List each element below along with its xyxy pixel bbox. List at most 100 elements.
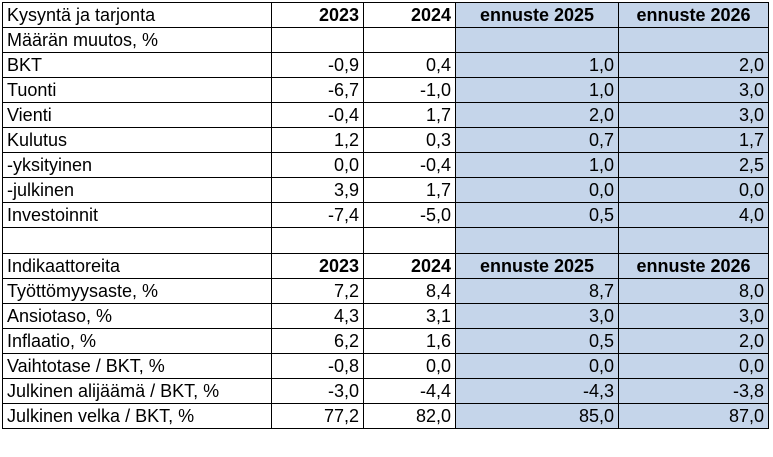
section-title: Kysyntä ja tarjonta <box>2 2 272 28</box>
value-cell: 3,0 <box>618 77 769 103</box>
table-row: BKT -0,9 0,4 1,0 2,0 <box>2 52 769 78</box>
row-label: -julkinen <box>2 177 272 203</box>
empty-cell <box>363 227 456 254</box>
empty-cell <box>618 227 769 254</box>
empty-cell <box>618 27 769 53</box>
value-cell: 3,9 <box>271 177 364 203</box>
table-row: Julkinen velka / BKT, % 77,2 82,0 85,0 87,0 <box>2 403 769 429</box>
value-cell: 2,5 <box>618 152 769 178</box>
column-header: ennuste 2025 <box>455 253 619 279</box>
empty-cell <box>363 27 456 53</box>
value-cell: -0,4 <box>271 102 364 128</box>
value-cell: 0,0 <box>455 353 619 379</box>
row-label: BKT <box>2 52 272 78</box>
column-header: 2024 <box>363 253 456 279</box>
empty-cell <box>455 27 619 53</box>
value-cell: 0,3 <box>363 127 456 153</box>
column-header: 2023 <box>271 253 364 279</box>
row-label: Tuonti <box>2 77 272 103</box>
table-row: Inflaatio, % 6,2 1,6 0,5 2,0 <box>2 328 769 354</box>
value-cell: 1,2 <box>271 127 364 153</box>
section-header-row: Kysyntä ja tarjonta 2023 2024 ennuste 2025 e… <box>2 2 769 28</box>
row-label: Vienti <box>2 102 272 128</box>
row-label: Työttömyysaste, % <box>2 278 272 304</box>
value-cell: -3,0 <box>271 378 364 404</box>
value-cell: 2,0 <box>618 328 769 354</box>
column-header: ennuste 2025 <box>455 2 619 28</box>
value-cell: 0,0 <box>363 353 456 379</box>
column-header: 2024 <box>363 2 456 28</box>
empty-cell <box>271 27 364 53</box>
value-cell: 0,7 <box>455 127 619 153</box>
table-row: Vienti -0,4 1,7 2,0 3,0 <box>2 102 769 128</box>
subheader-row: Määrän muutos, % <box>2 27 769 53</box>
value-cell: 3,0 <box>455 303 619 329</box>
value-cell: 6,2 <box>271 328 364 354</box>
row-label: Inflaatio, % <box>2 328 272 354</box>
value-cell: 7,2 <box>271 278 364 304</box>
value-cell: 85,0 <box>455 403 619 429</box>
value-cell: 8,4 <box>363 278 456 304</box>
value-cell: -4,4 <box>363 378 456 404</box>
value-cell: 8,7 <box>455 278 619 304</box>
section-header-row: Indikaattoreita 2023 2024 ennuste 2025 ennus… <box>2 253 769 279</box>
section-title: Indikaattoreita <box>2 253 272 279</box>
value-cell: 0,4 <box>363 52 456 78</box>
table-row: Vaihtotase / BKT, % -0,8 0,0 0,0 0,0 <box>2 353 769 379</box>
value-cell: 77,2 <box>271 403 364 429</box>
value-cell: 1,0 <box>455 77 619 103</box>
value-cell: -0,4 <box>363 152 456 178</box>
value-cell: -3,8 <box>618 378 769 404</box>
table-row: -julkinen 3,9 1,7 0,0 0,0 <box>2 177 769 203</box>
subheader-label: Määrän muutos, % <box>2 27 272 53</box>
value-cell: 2,0 <box>618 52 769 78</box>
spacer-row <box>2 227 769 254</box>
value-cell: 3,0 <box>618 102 769 128</box>
table-row: Investoinnit -7,4 -5,0 0,5 4,0 <box>2 202 769 228</box>
value-cell: 0,5 <box>455 328 619 354</box>
value-cell: 1,7 <box>363 102 456 128</box>
value-cell: 1,0 <box>455 52 619 78</box>
value-cell: 1,7 <box>363 177 456 203</box>
value-cell: 4,0 <box>618 202 769 228</box>
column-header: ennuste 2026 <box>618 2 769 28</box>
empty-cell <box>2 227 272 254</box>
value-cell: 3,0 <box>618 303 769 329</box>
forecast-table: Kysyntä ja tarjonta 2023 2024 ennuste 2025 e… <box>2 2 769 429</box>
table-row: -yksityinen 0,0 -0,4 1,0 2,5 <box>2 152 769 178</box>
value-cell: -0,9 <box>271 52 364 78</box>
row-label: Vaihtotase / BKT, % <box>2 353 272 379</box>
table-row: Ansiotaso, % 4,3 3,1 3,0 3,0 <box>2 303 769 329</box>
value-cell: -4,3 <box>455 378 619 404</box>
table-row: Kulutus 1,2 0,3 0,7 1,7 <box>2 127 769 153</box>
value-cell: 0,5 <box>455 202 619 228</box>
table-row: Julkinen alijäämä / BKT, % -3,0 -4,4 -4,3 -3… <box>2 378 769 404</box>
column-header: 2023 <box>271 2 364 28</box>
value-cell: 0,0 <box>618 353 769 379</box>
value-cell: -0,8 <box>271 353 364 379</box>
value-cell: 4,3 <box>271 303 364 329</box>
forecast-table-body: Kysyntä ja tarjonta 2023 2024 ennuste 2025 e… <box>2 2 769 429</box>
value-cell: 1,0 <box>455 152 619 178</box>
table-row: Tuonti -6,7 -1,0 1,0 3,0 <box>2 77 769 103</box>
value-cell: 0,0 <box>271 152 364 178</box>
value-cell: 0,0 <box>618 177 769 203</box>
column-header: ennuste 2026 <box>618 253 769 279</box>
value-cell: 1,6 <box>363 328 456 354</box>
value-cell: -7,4 <box>271 202 364 228</box>
value-cell: 0,0 <box>455 177 619 203</box>
value-cell: 1,7 <box>618 127 769 153</box>
value-cell: -5,0 <box>363 202 456 228</box>
row-label: Ansiotaso, % <box>2 303 272 329</box>
value-cell: 8,0 <box>618 278 769 304</box>
row-label: Julkinen alijäämä / BKT, % <box>2 378 272 404</box>
row-label: Kulutus <box>2 127 272 153</box>
value-cell: 3,1 <box>363 303 456 329</box>
empty-cell <box>271 227 364 254</box>
row-label: -yksityinen <box>2 152 272 178</box>
value-cell: -6,7 <box>271 77 364 103</box>
table-row: Työttömyysaste, % 7,2 8,4 8,7 8,0 <box>2 278 769 304</box>
value-cell: 87,0 <box>618 403 769 429</box>
value-cell: -1,0 <box>363 77 456 103</box>
value-cell: 82,0 <box>363 403 456 429</box>
